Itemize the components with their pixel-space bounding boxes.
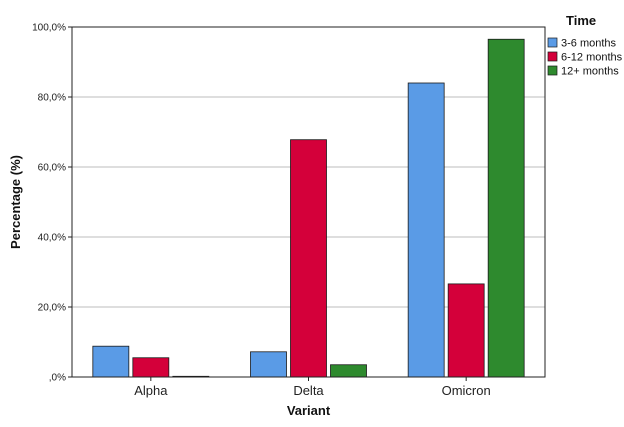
bar-delta-1	[250, 351, 287, 378]
legend-label: 6-12 months	[561, 52, 623, 64]
y-tick-label: 60,0%	[38, 163, 66, 174]
bar-alpha-2	[132, 357, 170, 378]
bar-omicron-1	[407, 82, 445, 378]
legend-label: 3-6 months	[561, 38, 617, 50]
legend-label: 12+ months	[561, 66, 619, 78]
bar-delta-3	[330, 364, 367, 378]
y-tick-label: 40,0%	[38, 233, 66, 244]
legend-swatch	[547, 37, 558, 48]
bars	[92, 38, 525, 378]
legend-swatch	[547, 51, 558, 62]
y-axis-title: Percentage (%)	[8, 155, 23, 249]
x-axis-title: Variant	[287, 403, 331, 418]
y-tick-label: 20,0%	[38, 303, 66, 314]
x-tick-label: Delta	[293, 383, 324, 398]
bar-alpha-1	[92, 345, 130, 378]
y-tick-labels: ,0% 20,0% 40,0% 60,0% 80,0% 100,0%	[32, 23, 72, 384]
x-tick-label: Omicron	[442, 383, 491, 398]
legend-title: Time	[566, 13, 596, 28]
bar-omicron-2	[447, 283, 485, 378]
legend-swatch	[547, 65, 558, 76]
bar-delta-2	[290, 139, 327, 378]
bar-omicron-3	[487, 38, 525, 378]
x-tick-labels: Alpha Delta Omicron	[134, 377, 491, 398]
x-tick-label: Alpha	[134, 383, 168, 398]
y-tick-label: 100,0%	[32, 23, 66, 34]
legend: Time 3-6 months 6-12 months 12+ months	[547, 13, 623, 78]
y-tick-label: 80,0%	[38, 93, 66, 104]
y-tick-label: ,0%	[49, 373, 66, 384]
